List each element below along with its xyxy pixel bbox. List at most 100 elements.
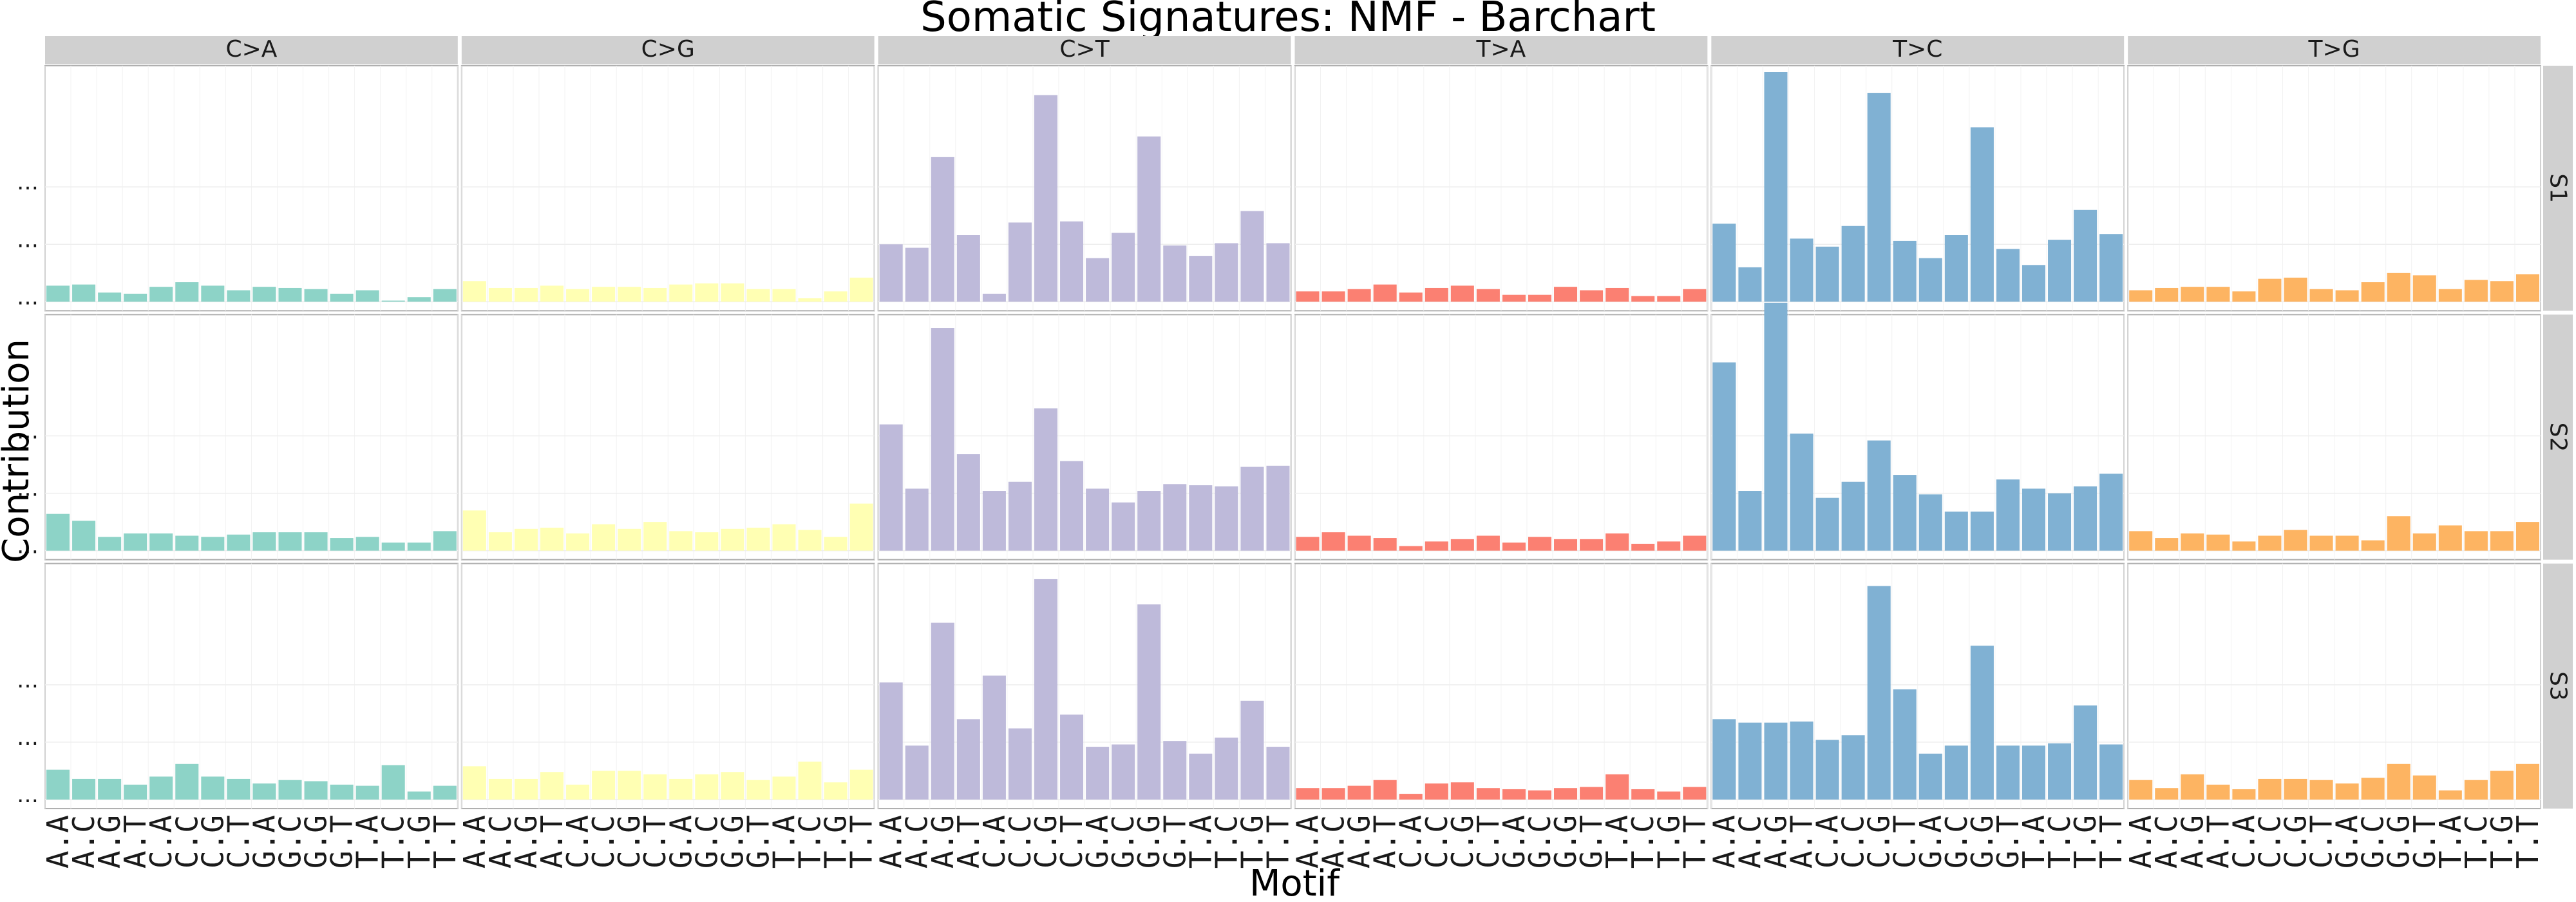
panel-s1-t-a [1294,65,1709,312]
bar-s3-t-c-t-a [2022,745,2046,800]
x-tick-t-a-g-g: G.G [1548,815,1583,868]
x-tick-c-a-c-t: C.T [221,815,256,868]
bar-s1-t-a-t-a [1605,287,1629,302]
x-tick-c-a-a-g: A.G [92,815,127,868]
bar-s3-t-c-g-c [1944,745,1968,800]
y-tick-mark: … [17,169,39,195]
bar-s3-t-c-t-t [2099,744,2123,800]
bar-s1-c-t-c-a [982,293,1006,302]
bar-s1-t-c-c-a [1815,246,1839,302]
bar-s2-c-a-t-a [355,537,379,551]
strip-col-t-c [1711,36,2125,64]
x-tick-t-c-g-c: G.C [1939,815,1974,868]
x-tick-c-a-t-g: T.G [402,815,437,868]
x-tick-t-a-a-c: A.C [1316,815,1351,868]
bar-s3-c-t-t-a [1189,753,1213,800]
bar-s2-c-a-g-c [278,532,302,551]
bar-s3-t-g-g-g [2387,763,2410,800]
y-tick-mark: … [17,476,39,502]
bar-s2-c-g-t-g [824,537,848,551]
bar-s1-t-c-g-t [1996,249,2020,302]
bar-s1-t-c-a-t [1790,238,1814,302]
bar-s2-t-a-t-t [1683,535,1707,551]
bar-s3-t-a-g-g [1554,788,1578,800]
bar-s1-c-a-a-t [124,293,147,302]
bar-s1-c-g-a-a [462,281,486,302]
bar-s2-t-c-t-t [2099,474,2123,551]
bar-s3-t-g-c-c [2258,778,2282,800]
x-tick-c-t-a-g: A.G [925,815,960,868]
bar-s2-t-a-g-c [1528,537,1552,551]
bar-s3-c-a-g-c [278,780,302,800]
x-tick-t-c-a-g: A.G [1758,815,1793,868]
x-tick-t-a-c-t: C.T [1471,815,1506,868]
x-tick-t-g-t-a: T.A [2433,815,2468,868]
x-tick-t-g-c-g: C.G [2278,815,2313,868]
x-tick-c-t-a-t: A.T [951,815,986,868]
facet-row-strips: S1 S2 S3 [2543,66,2573,809]
bar-s1-t-a-g-t [1580,290,1604,302]
strip-col-label-c-t: C>T [1059,36,1110,62]
x-tick-t-c-t-g: T.G [2068,815,2103,868]
bar-s1-c-a-a-c [72,284,96,302]
bar-s3-c-a-t-t [433,785,457,800]
panel-s1-t-c [1710,65,2125,312]
bar-s3-c-g-a-c [488,778,512,800]
panel-s3-c-t [877,562,1292,810]
bar-s3-t-a-a-c [1321,788,1345,800]
x-tick-c-a-g-a: G.A [247,815,281,868]
bar-s1-t-c-g-a [1918,258,1942,302]
bar-s2-c-g-c-a [566,533,590,551]
bar-s3-c-g-c-c [592,771,616,800]
bar-s3-t-c-c-c [1841,735,1865,800]
x-axis-title: Motif [1249,863,1340,902]
x-tick-c-a-t-c: T.C [376,815,411,868]
bar-s3-c-a-g-a [252,783,276,800]
bar-s3-t-c-a-c [1738,722,1762,800]
bar-s1-c-g-g-g [721,283,744,302]
bar-s3-c-g-a-a [462,766,486,800]
bar-s1-c-t-t-t [1266,243,1290,302]
x-tick-t-a-g-a: G.A [1497,815,1531,868]
bar-s3-t-a-g-c [1528,790,1552,800]
bar-s3-t-c-a-t [1790,721,1814,800]
x-tick-t-c-g-t: G.T [1991,815,2025,868]
bar-s3-t-c-a-a [1712,719,1736,800]
x-tick-t-g-a-a: A.A [2123,815,2158,868]
x-tick-c-t-g-a: G.A [1080,815,1115,868]
bar-s3-t-g-g-c [2361,778,2385,800]
x-tick-t-a-a-t: A.T [1368,815,1403,868]
bar-s3-c-g-c-a [566,784,590,800]
x-tick-t-c-g-a: G.A [1913,815,1948,868]
bar-s2-c-t-c-g [1034,408,1058,551]
x-tick-t-a-a-a: A.A [1291,815,1325,868]
x-tick-t-a-c-a: C.A [1394,815,1428,868]
bar-s1-c-a-g-a [252,287,276,302]
bar-s3-t-a-t-t [1683,787,1707,800]
facet-column-strips: C>A C>G C>T T>A T>C T>G [45,36,2541,64]
bar-s2-t-a-a-a [1296,537,1320,551]
strip-row-s3 [2543,563,2573,809]
x-tick-c-a-c-c: C.C [169,815,204,868]
bar-s3-t-a-g-t [1580,787,1604,800]
bar-s2-c-t-g-c [1112,502,1135,551]
panel-s3-t-a [1294,562,1709,810]
bar-s1-t-g-t-g [2490,281,2514,302]
x-tick-t-c-c-g: C.G [1862,815,1897,868]
panel-s1-t-g [2127,65,2542,312]
bar-s3-c-t-c-g [1034,579,1058,800]
bar-s2-t-g-c-g [2284,530,2307,551]
x-tick-t-c-c-a: C.A [1810,815,1845,868]
y-tick-mark: … [17,782,39,808]
x-tick-t-g-c-c: C.C [2252,815,2287,868]
bar-s3-t-a-c-a [1399,794,1423,800]
bar-s3-c-g-t-g [824,782,848,800]
bar-s1-t-a-a-t [1373,284,1397,302]
x-tick-c-t-c-t: C.T [1054,815,1089,868]
x-tick-c-a-c-a: C.A [144,815,178,868]
bar-s2-t-g-g-c [2361,540,2385,551]
bar-s2-c-a-g-t [330,538,354,551]
bar-s3-t-g-a-a [2129,780,2153,800]
x-tick-t-a-t-c: T.C [1625,815,1660,868]
bar-s1-c-t-g-a [1086,258,1110,302]
